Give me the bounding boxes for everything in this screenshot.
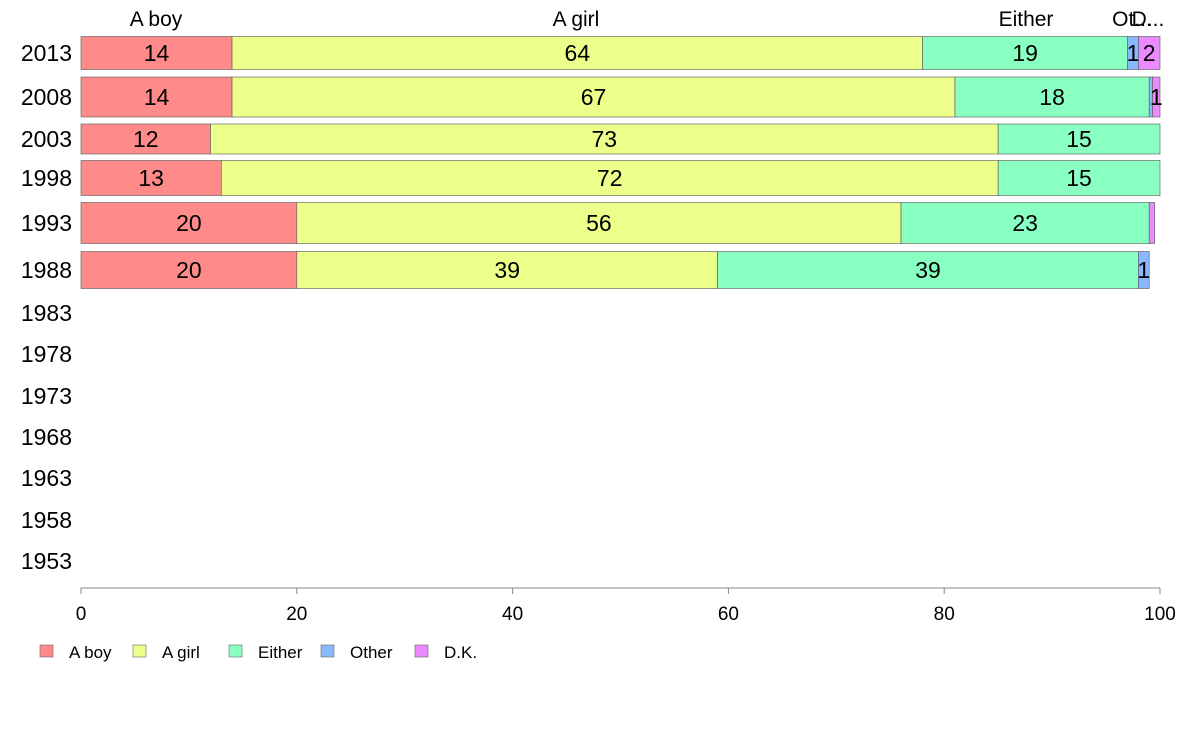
- data-label: 23: [1012, 210, 1038, 236]
- year-label: 1978: [21, 341, 72, 367]
- year-label: 2013: [21, 40, 72, 66]
- year-label: 1998: [21, 165, 72, 191]
- data-label: 14: [144, 84, 170, 110]
- data-label: 14: [144, 40, 170, 66]
- x-tick-label: 60: [718, 604, 739, 625]
- top-category-label: A girl: [553, 8, 600, 31]
- data-label: 20: [176, 210, 202, 236]
- top-category-label: Ot...: [1112, 8, 1152, 31]
- legend-swatch: [414, 644, 429, 658]
- bar-segment: [296, 251, 718, 289]
- data-label: 1: [1137, 257, 1150, 283]
- x-tick-label: 100: [1144, 604, 1176, 625]
- year-label: 1953: [21, 548, 72, 574]
- year-label: 1988: [21, 257, 72, 283]
- top-category-label: A boy: [130, 8, 183, 31]
- legend-swatch: [320, 644, 335, 658]
- data-label: 1: [1150, 84, 1163, 110]
- bar-segment: [80, 251, 298, 289]
- bar-segment: [220, 160, 999, 196]
- data-label: 20: [176, 257, 202, 283]
- bar-segment: [717, 251, 1139, 289]
- data-label: 73: [592, 126, 618, 152]
- bar-segment: [1138, 251, 1150, 289]
- bar-segment: [900, 202, 1150, 244]
- bar-segment: [80, 202, 298, 244]
- legend-label: D.K.: [444, 643, 477, 662]
- year-label: 2008: [21, 84, 72, 110]
- year-label: 1968: [21, 424, 72, 450]
- legend-swatch: [228, 644, 243, 658]
- year-label: 1958: [21, 507, 72, 533]
- legend-swatch: [39, 644, 54, 658]
- data-label: 39: [915, 257, 941, 283]
- year-label: 1973: [21, 383, 72, 409]
- data-label: 12: [133, 126, 159, 152]
- data-label: 56: [586, 210, 612, 236]
- bar-segment: [231, 36, 923, 70]
- legend-label: Other: [350, 643, 393, 662]
- top-category-label: Either: [999, 8, 1054, 31]
- legend-label: Either: [258, 643, 303, 662]
- bar-segment: [1148, 202, 1155, 244]
- bar-segment: [997, 123, 1161, 155]
- year-label: 2003: [21, 126, 72, 152]
- x-tick-label: 40: [502, 604, 523, 625]
- data-label: 13: [138, 165, 164, 191]
- data-label: 19: [1012, 40, 1038, 66]
- bar-segment: [954, 76, 1150, 118]
- data-label: 18: [1039, 84, 1065, 110]
- data-label: 15: [1066, 126, 1092, 152]
- bar-segment: [210, 123, 999, 155]
- legend-swatch: [132, 644, 147, 658]
- bar-segment: [80, 123, 211, 155]
- bar-segment: [296, 202, 902, 244]
- data-label: 15: [1066, 165, 1092, 191]
- x-tick-label: 0: [76, 604, 87, 625]
- x-tick-label: 80: [934, 604, 955, 625]
- x-tick-label: 20: [286, 604, 307, 625]
- bar-segment: [997, 160, 1161, 196]
- bar-segment: [1138, 36, 1161, 70]
- top-category-label: D...: [1132, 8, 1165, 31]
- year-label: 1983: [21, 300, 72, 326]
- legend-label: A girl: [162, 643, 200, 662]
- data-label: 1: [1127, 40, 1140, 66]
- bar-segment: [1152, 76, 1161, 118]
- data-label: 2: [1143, 40, 1156, 66]
- data-label: 39: [494, 257, 520, 283]
- year-label: 1993: [21, 210, 72, 236]
- year-label: 1963: [21, 465, 72, 491]
- data-label: 64: [565, 40, 591, 66]
- bar-segment: [80, 160, 222, 196]
- bar-segment: [231, 76, 956, 118]
- data-label: 67: [581, 84, 607, 110]
- data-label: 72: [597, 165, 623, 191]
- legend-label: A boy: [69, 643, 112, 662]
